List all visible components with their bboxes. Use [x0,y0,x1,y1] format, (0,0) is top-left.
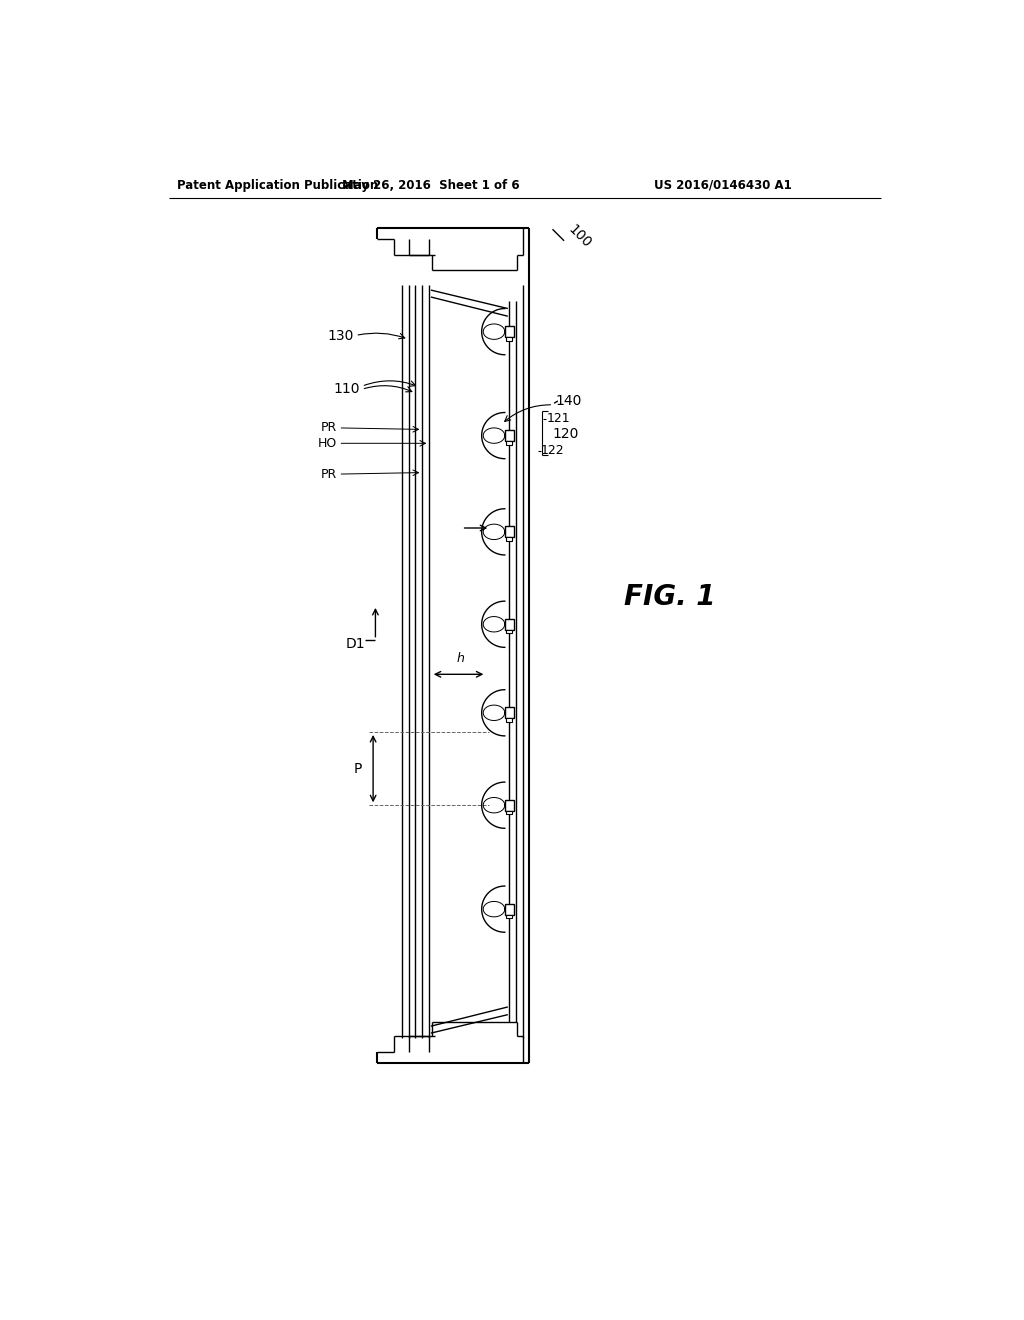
Text: 121: 121 [547,412,570,425]
Bar [505,619,514,630]
Bar [505,904,514,915]
Text: D1: D1 [346,636,366,651]
Text: 100: 100 [565,223,594,251]
Bar [505,708,514,718]
Text: 110: 110 [334,383,360,396]
Text: 120: 120 [553,428,579,441]
Text: HO: HO [317,437,337,450]
Bar [505,430,514,441]
Text: 122: 122 [541,445,564,458]
Text: US 2016/0146430 A1: US 2016/0146430 A1 [654,178,792,191]
Bar [505,527,514,537]
Text: FIG. 1: FIG. 1 [624,583,716,611]
Text: PR: PR [321,421,337,434]
Bar [506,630,512,634]
Bar [506,337,512,341]
Text: 130: 130 [328,329,354,342]
Text: PR: PR [321,467,337,480]
Bar [506,718,512,722]
Bar [506,537,512,541]
Bar [506,441,512,445]
Text: May 26, 2016  Sheet 1 of 6: May 26, 2016 Sheet 1 of 6 [342,178,519,191]
Text: P: P [353,762,361,776]
Text: h: h [456,652,464,665]
Text: Patent Application Publication: Patent Application Publication [177,178,378,191]
Bar [505,326,514,337]
Bar [506,915,512,919]
Bar [505,800,514,810]
Bar [506,810,512,814]
Text: 140: 140 [556,393,582,408]
